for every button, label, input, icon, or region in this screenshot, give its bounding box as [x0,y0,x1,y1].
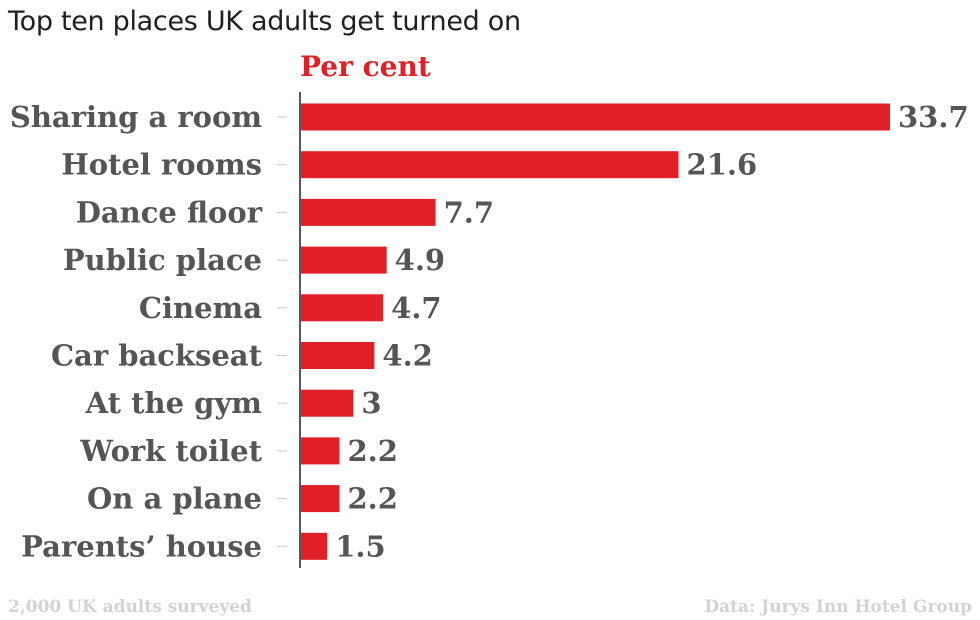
value-label: 33.7 [898,100,969,134]
category-label: Parents’ house [21,529,262,563]
value-label: 4.7 [391,291,441,325]
value-label: 1.5 [335,529,385,563]
series-label: Per cent [300,50,431,83]
category-label: On a plane [87,482,262,516]
bar [301,103,890,131]
value-label: 21.6 [687,148,758,182]
bar [301,246,387,274]
bar [301,342,375,369]
category-label: Public place [63,243,262,277]
value-label: 4.2 [382,339,432,373]
category-label: Work toilet [79,434,262,468]
footnote-source: Data: Jurys Inn Hotel Group [704,597,972,617]
footnote-sample: 2,000 UK adults surveyed [8,597,252,617]
chart-title: Top ten places UK adults get turned on [8,6,521,37]
category-label: Dance floor [76,195,263,229]
category-label: Car backseat [51,339,263,373]
bar [301,389,354,417]
category-label: At the gym [85,386,263,420]
value-label: 2.2 [347,434,397,468]
value-label: 3 [361,386,381,420]
bar [301,151,679,179]
bar [301,198,436,226]
value-label: 7.7 [444,195,494,229]
category-label: Sharing a room [10,100,262,134]
bar [301,532,328,560]
value-label: 4.9 [395,243,445,277]
bar [301,485,340,513]
category-label: Hotel rooms [61,148,262,182]
bar [301,294,384,322]
category-label: Cinema [139,291,262,325]
bar [301,437,340,465]
value-label: 2.2 [347,482,397,516]
